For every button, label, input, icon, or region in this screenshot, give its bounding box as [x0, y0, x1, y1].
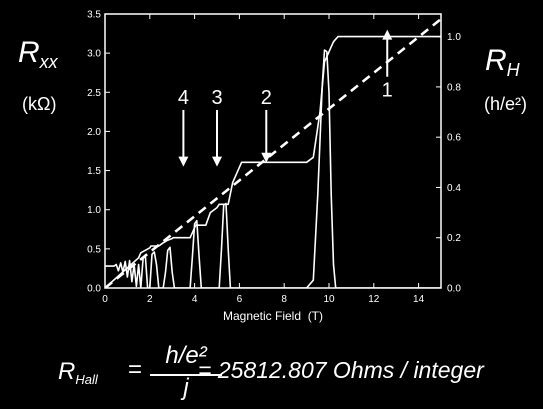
annotation-arrow-4: 4: [178, 87, 189, 167]
annotation-label: 3: [211, 87, 222, 109]
rxx-main: R: [18, 36, 40, 69]
annotations-group: 1 2 34: [178, 29, 393, 167]
x-tick-label: 2: [147, 294, 153, 305]
rh-main: R: [485, 44, 507, 77]
rxx-series-line: [105, 49, 441, 288]
series-group: [105, 17, 441, 288]
formula-equals: =: [128, 356, 143, 383]
annotation-arrow-2: 2: [261, 87, 272, 163]
formula-lhs-sub: Hall: [75, 372, 98, 387]
rxx-label: Rxx: [18, 36, 58, 73]
arrow-head: [382, 29, 393, 40]
x-tick-label: 0: [102, 294, 108, 305]
x-tick-label: 14: [413, 294, 425, 305]
rh-sub: H: [506, 60, 520, 80]
x-axis: 0 2 4 6 8 10 12 14: [102, 14, 425, 305]
hall-formula: RHall = h/e² j = 25812.807 Ohms / intege…: [58, 342, 528, 404]
y-left-tick-label: 3.5: [87, 10, 101, 21]
y-left-tick-label: 0.5: [87, 244, 101, 255]
rxx-unit: (kΩ): [22, 94, 57, 114]
classical-hall-line: [105, 17, 441, 288]
y-right-tick-label: 1.0: [447, 32, 461, 43]
right-y-axis: 0.0 0.2 0.4 0.6 0.8 1.0: [436, 32, 461, 295]
formula-numerator: h/e²: [165, 342, 207, 369]
x-axis-label: Magnetic Field (T): [223, 309, 323, 323]
x-tick-label: 12: [368, 294, 380, 305]
formula-fraction-bar: [150, 374, 222, 376]
y-left-tick-label: 3.0: [87, 49, 101, 60]
y-left-tick-label: 2.5: [87, 88, 101, 99]
annotation-label: 1: [382, 80, 393, 102]
formula-denominator: j: [183, 374, 189, 401]
y-left-tick-label: 1.0: [87, 205, 101, 216]
formula-rhs: = 25812.807 Ohms / integer: [198, 357, 484, 383]
x-tick-label: 10: [323, 294, 335, 305]
annotation-arrow-3: 3: [211, 87, 223, 167]
rh-label: RH: [485, 44, 520, 81]
y-left-tick-label: 0.0: [87, 284, 101, 295]
y-right-tick-label: 0.0: [447, 284, 461, 295]
rh-series-line: [105, 35, 441, 288]
y-right-tick-label: 0.2: [447, 233, 461, 244]
formula-lhs: RHall: [58, 358, 98, 387]
x-tick-label: 4: [192, 294, 198, 305]
y-left-tick-label: 2.0: [87, 127, 101, 138]
arrow-head: [261, 152, 272, 163]
y-right-tick-label: 0.8: [447, 82, 461, 93]
y-left-tick-label: 1.5: [87, 166, 101, 177]
rh-unit: (h/e²): [484, 94, 528, 114]
x-tick-label: 6: [237, 294, 243, 305]
arrow-head: [178, 156, 189, 167]
formula-lhs-main: R: [58, 358, 76, 385]
rxx-sub: xx: [39, 52, 58, 72]
annotation-arrow-1: 1: [382, 29, 393, 102]
x-tick-label: 8: [281, 294, 287, 305]
annotation-label: 2: [261, 87, 272, 109]
y-right-tick-label: 0.4: [447, 183, 461, 194]
y-right-tick-label: 0.6: [447, 133, 461, 144]
left-y-axis: 0.0 0.5 1.0 1.5 2.0 2.5 3.0 3.5: [87, 10, 110, 295]
arrow-head: [212, 156, 222, 167]
annotation-label: 4: [178, 87, 189, 109]
